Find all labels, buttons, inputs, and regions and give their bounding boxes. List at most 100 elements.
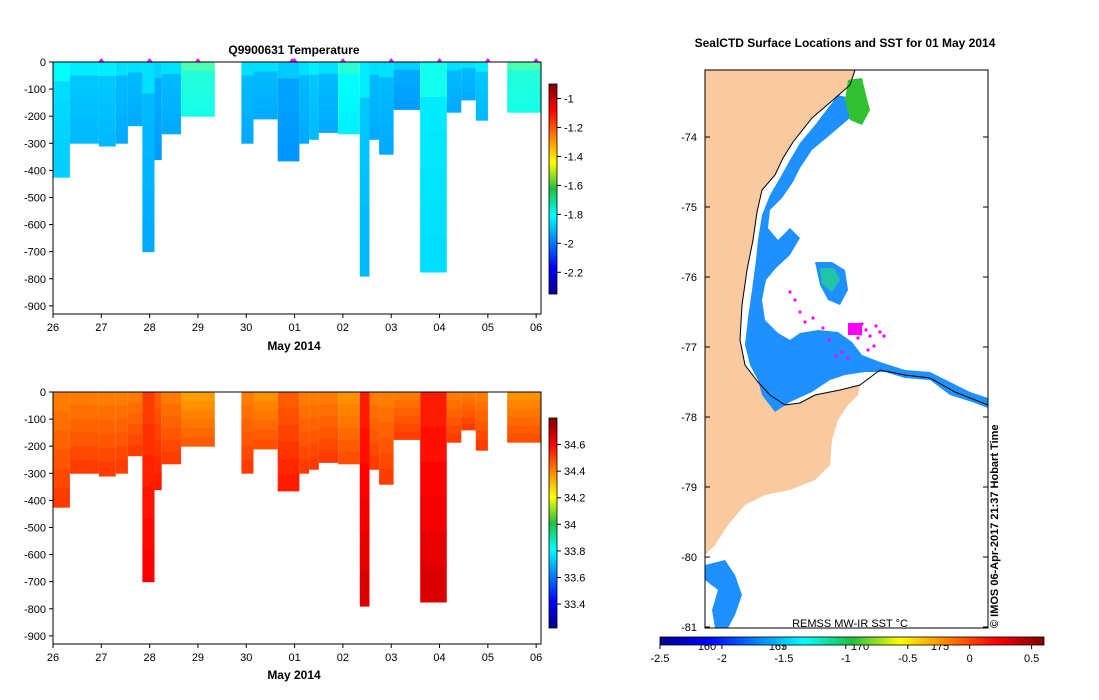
profile-16-layer-0 xyxy=(359,392,370,429)
profile-17-layer-2 xyxy=(369,87,380,102)
ctd-position xyxy=(803,320,807,324)
profile-15-layer-4 xyxy=(338,109,360,123)
profile-7-layer-4 xyxy=(161,109,181,123)
profile-17-layer-1 xyxy=(369,74,380,89)
profile-17-layer-3 xyxy=(369,430,380,444)
profile-6-layer-0 xyxy=(154,62,162,79)
ctd-position xyxy=(840,350,844,354)
profile-23-layer-5 xyxy=(475,110,488,121)
profile-3-layer-1 xyxy=(115,405,128,420)
profile-21-layer-1 xyxy=(446,400,462,410)
profile-20-layer-0 xyxy=(420,62,447,98)
profile-19-layer-3 xyxy=(393,415,421,425)
profile-14-layer-2 xyxy=(318,85,338,98)
sst-colorbar-tick-label: -0.5 xyxy=(898,653,917,665)
y-tick-label: -600 xyxy=(24,550,46,562)
profile-15-layer-3 xyxy=(338,427,360,441)
profile-9-layer-2 xyxy=(241,89,254,104)
profile-18-layer-5 xyxy=(379,138,394,155)
profile-11-layer-2 xyxy=(277,425,300,442)
profile-10-layer-5 xyxy=(253,439,278,450)
profile-8-layer-3 xyxy=(181,419,215,429)
profile-5-layer-5 xyxy=(142,550,155,583)
profile-19-layer-3 xyxy=(393,85,421,95)
profile-15-layer-3 xyxy=(338,97,360,111)
profile-22-layer-3 xyxy=(461,81,476,88)
sst-warm-nw xyxy=(845,78,870,125)
profile-15-layer-4 xyxy=(338,439,360,453)
profile-24-layer-2 xyxy=(507,78,541,88)
profile-9-layer-4 xyxy=(241,446,254,461)
profile-21-layer-3 xyxy=(446,87,462,96)
profile-2-layer-3 xyxy=(98,434,116,449)
profile-0-layer-0 xyxy=(53,62,70,82)
x-tick-label: 05 xyxy=(482,652,494,664)
lat-tick-label: -76 xyxy=(681,272,697,284)
profile-5-layer-2 xyxy=(142,125,155,158)
profile-10-layer-2 xyxy=(253,81,278,91)
y-tick-label: -300 xyxy=(24,138,46,150)
surface-marker xyxy=(484,58,491,62)
colorbar-tick-label: -2 xyxy=(564,238,574,250)
profile-9-layer-3 xyxy=(241,102,254,117)
profile-10-layer-1 xyxy=(253,71,278,82)
profile-22-layer-1 xyxy=(461,398,476,406)
y-tick-label: -800 xyxy=(24,604,46,616)
profile-13-layer-0 xyxy=(309,62,319,76)
profile-19-layer-1 xyxy=(393,399,421,409)
profile-2-layer-4 xyxy=(98,448,116,463)
ctd-position xyxy=(866,348,870,352)
profile-6-layer-3 xyxy=(154,110,162,128)
ctd-positions xyxy=(788,290,886,360)
profile-23-layer-0 xyxy=(475,62,488,73)
profile-2-layer-1 xyxy=(98,406,116,421)
y-tick-label: -800 xyxy=(24,274,46,286)
profile-24-layer-1 xyxy=(507,70,541,80)
profile-23-layer-3 xyxy=(475,91,488,102)
profile-14-layer-0 xyxy=(318,62,338,75)
profile-10-layer-3 xyxy=(253,420,278,431)
profile-8-layer-1 xyxy=(181,71,215,81)
y-tick-label: -500 xyxy=(24,522,46,534)
profile-11-layer-3 xyxy=(277,441,300,459)
x-tick-label: 04 xyxy=(433,652,445,664)
profile-13-layer-1 xyxy=(309,404,319,419)
profile-7-layer-3 xyxy=(161,427,181,441)
profile-16-layer-4 xyxy=(359,534,370,571)
profile-6-layer-0 xyxy=(154,392,162,409)
profile-5-layer-4 xyxy=(142,518,155,551)
profile-4-layer-5 xyxy=(127,445,143,457)
y-tick-label: -200 xyxy=(24,441,46,453)
profile-20-layer-2 xyxy=(420,462,447,498)
profile-6-layer-4 xyxy=(154,127,162,144)
profile-23-layer-4 xyxy=(475,100,488,111)
colorbar-tick-label: 33.4 xyxy=(564,599,585,611)
profile-20-layer-0 xyxy=(420,392,447,428)
colorbar-tick-label: -1.2 xyxy=(564,122,583,134)
sst-colorbar-tick-label: -2 xyxy=(717,653,727,665)
profile-12-layer-5 xyxy=(299,459,310,474)
x-tick-label: 02 xyxy=(337,652,349,664)
salinity-y-axis: 0 -100 -200 -300 -400 -500 -600 -700 -800 -900 xyxy=(24,387,53,643)
profile-18-layer-5 xyxy=(379,468,394,485)
profile-15-layer-5 xyxy=(338,451,360,465)
y-tick-label: -100 xyxy=(24,414,46,426)
profile-5-layer-3 xyxy=(142,156,155,189)
sst-colorbar: -2.5 -2 -1.5 -1 -0.5 0 0.5 xyxy=(651,636,1045,665)
profile-6-layer-2 xyxy=(154,424,162,442)
profile-3-layer-5 xyxy=(115,459,128,474)
profile-20-layer-3 xyxy=(420,167,447,203)
profile-22-layer-1 xyxy=(461,68,476,76)
ctd-position xyxy=(878,330,882,334)
profile-12-layer-1 xyxy=(299,405,310,420)
salinity-axes-frame xyxy=(52,391,542,645)
colorbar-tick-label: 34.6 xyxy=(564,440,585,452)
profile-14-layer-5 xyxy=(318,450,338,463)
profile-17-layer-0 xyxy=(369,62,380,76)
salinity-colorbar: 34.6 34.4 34.2 34 33.8 33.6 33.4 xyxy=(548,417,585,629)
profile-19-layer-0 xyxy=(393,392,421,401)
x-tick-label: 29 xyxy=(192,322,204,334)
map-frame xyxy=(704,69,989,629)
profile-0-layer-3 xyxy=(53,449,70,470)
ctd-position xyxy=(827,338,831,342)
